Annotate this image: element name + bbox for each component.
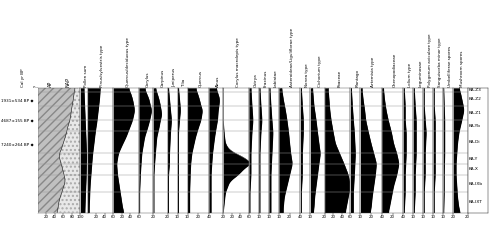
Text: 4687±155 BP ◆: 4687±155 BP ◆ xyxy=(1,119,34,123)
Text: Carpinus: Carpinus xyxy=(160,68,164,87)
Text: Corylus: Corylus xyxy=(146,71,150,87)
Text: Ostrya: Ostrya xyxy=(254,73,258,87)
Text: Nonea type: Nonea type xyxy=(306,63,310,87)
Text: Lolium type: Lolium type xyxy=(408,62,412,87)
Text: KA-Di: KA-Di xyxy=(468,140,480,144)
Text: KA-IXT: KA-IXT xyxy=(468,201,482,204)
Text: KA-IXb: KA-IXb xyxy=(468,182,482,185)
Text: Pinus/sylvestris type: Pinus/sylvestris type xyxy=(100,44,104,87)
Text: Alnus: Alnus xyxy=(216,75,220,87)
Text: Plantago: Plantago xyxy=(356,69,360,87)
Text: Poaceae: Poaceae xyxy=(338,69,342,87)
Text: Juniperus: Juniperus xyxy=(172,67,176,87)
Text: AP: AP xyxy=(48,80,53,87)
Text: Polygonum aviculare type: Polygonum aviculare type xyxy=(428,33,432,87)
Text: Artemisia type: Artemisia type xyxy=(371,56,375,87)
Text: KA-Y: KA-Y xyxy=(468,157,478,161)
Text: KA-Z1: KA-Z1 xyxy=(468,111,481,115)
Text: NAP: NAP xyxy=(66,76,70,87)
Text: KA-Z2: KA-Z2 xyxy=(468,97,481,101)
Text: KA-Z3: KA-Z3 xyxy=(468,88,481,92)
Text: Cal yr BP: Cal yr BP xyxy=(20,68,24,87)
Text: Quercus: Quercus xyxy=(198,70,202,87)
Text: Sanguisorba minor type: Sanguisorba minor type xyxy=(438,37,442,87)
Text: Asteroideae/Liguliflorae type: Asteroideae/Liguliflorae type xyxy=(290,27,294,87)
Text: 1931±534 BP ◆: 1931±534 BP ◆ xyxy=(1,98,33,102)
Text: Umbelliferae spores: Umbelliferae spores xyxy=(448,46,452,87)
Text: KA-X: KA-X xyxy=(468,167,478,171)
Text: Labiatae: Labiatae xyxy=(274,69,278,87)
Text: Quercus/deciduous type: Quercus/deciduous type xyxy=(126,37,130,87)
Text: Tilia: Tilia xyxy=(182,78,186,87)
Text: Cichorium type: Cichorium type xyxy=(318,55,322,87)
Text: Pollen sum: Pollen sum xyxy=(84,64,88,87)
Text: Fraxinus: Fraxinus xyxy=(264,69,268,87)
Text: Leguminosae: Leguminosae xyxy=(418,59,422,87)
Text: 7240±264 BP ◆: 7240±264 BP ◆ xyxy=(1,143,34,147)
Text: Corylus macrolepis type: Corylus macrolepis type xyxy=(236,37,240,87)
Text: Chenopodiaceae: Chenopodiaceae xyxy=(392,52,396,87)
Text: KA-Yb: KA-Yb xyxy=(468,124,480,128)
Text: Mushroom spores: Mushroom spores xyxy=(460,50,464,87)
